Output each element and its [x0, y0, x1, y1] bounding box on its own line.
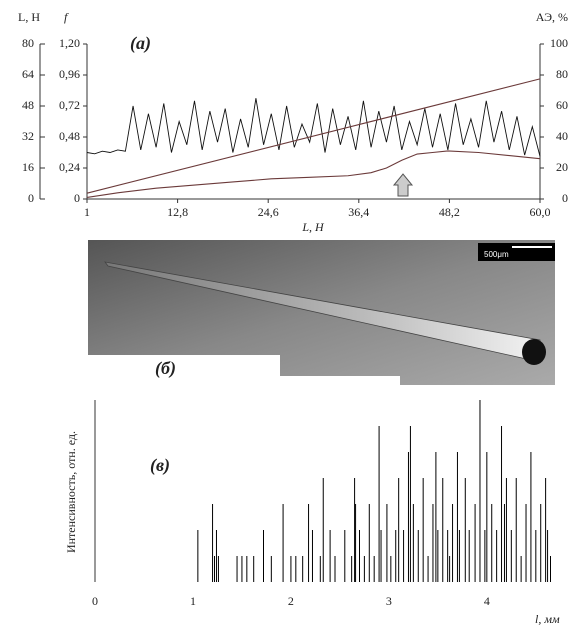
data-line	[86, 150, 541, 198]
micrograph: 500μm (б)	[88, 240, 555, 385]
blank	[280, 376, 400, 385]
y2-tick-label: 20	[556, 160, 568, 174]
x-tick-label: 12,8	[167, 205, 188, 219]
y3-tick-label: 0	[74, 191, 80, 205]
y-tick-label: 64	[22, 67, 34, 81]
y2-tick-label: 0	[562, 191, 568, 205]
x-tick-label: 3	[386, 594, 392, 608]
chart-title: (в)	[150, 455, 170, 476]
y-tick-label: 16	[22, 160, 34, 174]
data-line	[86, 98, 541, 157]
y2-tick-label: 80	[556, 67, 568, 81]
y3-tick-label: 0,24	[59, 160, 80, 174]
y3-axis-label: f	[64, 10, 69, 24]
y3-tick-label: 0,72	[59, 98, 80, 112]
arrow	[392, 173, 414, 197]
y-axis-label: L, Н	[18, 10, 40, 24]
y-tick-label: 32	[22, 129, 34, 143]
x-tick-label: 36,4	[348, 205, 369, 219]
y-tick-label: 80	[22, 36, 34, 50]
x-tick-label: 1	[190, 594, 196, 608]
y-tick-label: 0	[28, 191, 34, 205]
x-tick-label: 48,2	[439, 205, 460, 219]
x-axis-label: L, Н	[301, 220, 325, 234]
blank	[88, 355, 280, 385]
x-tick-label: 2	[288, 594, 294, 608]
x-tick-label: 1	[84, 205, 90, 219]
y2-axis-label: АЭ, %	[536, 10, 568, 24]
x-tick-label: 0	[92, 594, 98, 608]
data-line	[86, 78, 541, 194]
panel-label: (б)	[155, 358, 176, 379]
x-tick-label: 24,6	[258, 205, 279, 219]
y2-tick-label: 60	[556, 98, 568, 112]
y2-tick-label: 100	[550, 36, 568, 50]
x-tick-label: 4	[484, 594, 490, 608]
scratch-end	[522, 339, 546, 365]
chart-title: (a)	[130, 33, 151, 54]
y2-tick-label: 40	[556, 129, 568, 143]
y3-tick-label: 0,48	[59, 129, 80, 143]
x-axis-label: l, мм	[535, 612, 560, 626]
y3-tick-label: 0,96	[59, 67, 80, 81]
scale-label: 500μm	[484, 250, 509, 259]
x-tick-label: 60,0	[530, 205, 551, 219]
y-tick-label: 48	[22, 98, 34, 112]
y3-tick-label: 1,20	[59, 36, 80, 50]
y-axis-label: Интенсивность, отн. ед.	[64, 431, 78, 553]
